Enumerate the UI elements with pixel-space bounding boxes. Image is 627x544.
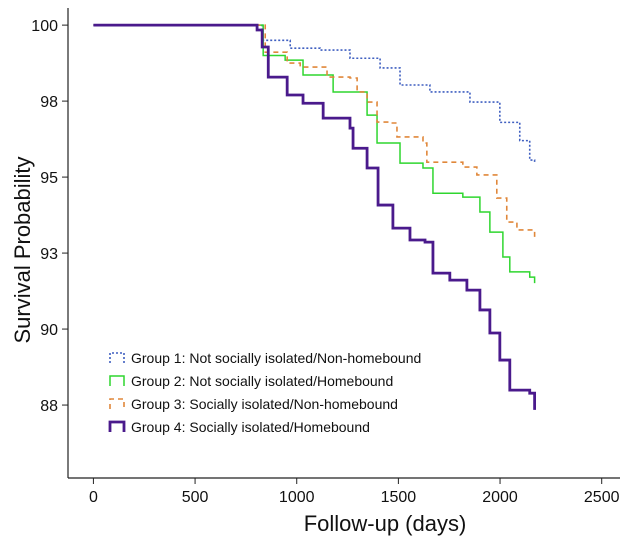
y-tick-label: 90 <box>40 322 58 339</box>
survival-curve-group-3 <box>93 24 536 239</box>
survival-curve-group-4 <box>93 23 537 410</box>
legend-symbol-group-2 <box>109 375 125 386</box>
legend-symbol-group-4 <box>108 420 126 432</box>
survival-curve-group-2 <box>93 24 536 284</box>
x-tick-label: 2000 <box>482 489 518 506</box>
y-tick-label: 93 <box>40 246 58 263</box>
y-tick-label: 100 <box>31 18 58 35</box>
x-axis-label: Follow-up (days) <box>304 511 467 536</box>
legend-label-group-1: Group 1: Not socially isolated/Non-homeb… <box>131 350 421 366</box>
y-tick-label: 88 <box>40 398 58 415</box>
y-tick-label: 95 <box>40 170 58 187</box>
legend-label-group-4: Group 4: Socially isolated/Homebound <box>131 419 370 435</box>
x-tick-label: 0 <box>89 489 98 506</box>
x-tick-label: 500 <box>182 489 209 506</box>
legend: Group 1: Not socially isolated/Non-homeb… <box>108 350 421 435</box>
y-axis-label: Survival Probability <box>10 156 35 343</box>
legend-label-group-3: Group 3: Socially isolated/Non-homebound <box>131 396 398 412</box>
survival-curve-group-1 <box>93 24 536 164</box>
axes: 0 500 1000 1500 2000 2500 100 98 95 93 90 88 <box>31 8 620 506</box>
y-tick-label: 98 <box>40 94 58 111</box>
x-tick-label: 1500 <box>381 489 417 506</box>
x-tick-label: 1000 <box>279 489 315 506</box>
survival-curves <box>93 23 537 410</box>
legend-symbol-group-3 <box>109 398 125 409</box>
legend-label-group-2: Group 2: Not socially isolated/Homebound <box>131 373 393 389</box>
x-tick-label: 2500 <box>584 489 620 506</box>
legend-symbol-group-1 <box>109 352 125 363</box>
